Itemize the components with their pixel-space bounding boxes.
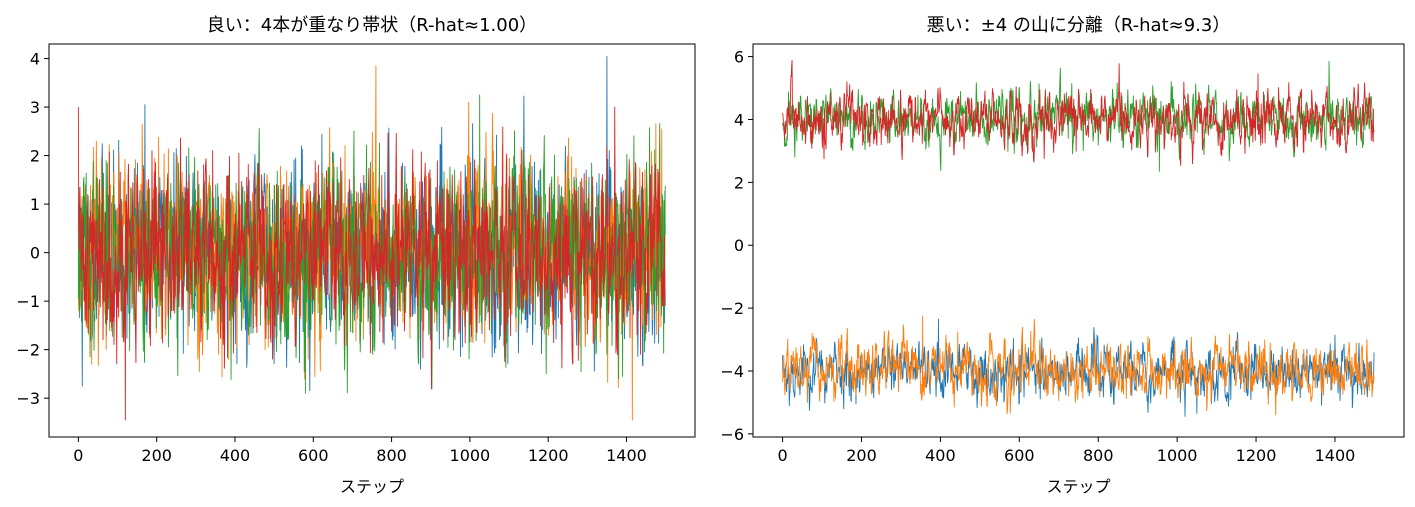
y-tick-label: 0 <box>30 244 40 263</box>
chart-title: 悪い：±4 の山に分離（R-hat≈9.3） <box>927 15 1231 36</box>
y-tick-label: 2 <box>734 173 744 192</box>
y-tick-label: 6 <box>734 48 744 67</box>
x-tick-label: 400 <box>925 446 956 465</box>
x-tick-label: 1000 <box>1157 446 1198 465</box>
y-tick-label: 0 <box>734 236 744 255</box>
x-tick-label: 400 <box>220 446 251 465</box>
x-tick-label: 1200 <box>1236 446 1277 465</box>
chart-panel-good: 0 200 400 600 800 1000 1200 1400 −3 −2 −1 0 1 2 3 4 良い：4… <box>16 15 696 496</box>
x-tick-label: 0 <box>73 446 83 465</box>
y-tick-label: −2 <box>720 299 744 318</box>
y-tick-label: −3 <box>16 389 40 408</box>
x-tick-label: 600 <box>298 446 329 465</box>
series-line-0 <box>782 318 1375 417</box>
y-tick-label: −1 <box>16 292 40 311</box>
x-tick-label: 1400 <box>606 446 647 465</box>
x-tick-label: 800 <box>376 446 407 465</box>
x-tick-label: 1400 <box>1315 446 1356 465</box>
plot-frame <box>752 43 1405 438</box>
series-group <box>77 56 666 421</box>
chart-panel-bad: 0 200 400 600 800 1000 1200 1400 −6 −4 −2 0 2 4 6 悪い：±4… <box>720 15 1405 496</box>
y-tick-label: −4 <box>720 362 744 381</box>
series-line-3 <box>77 106 666 421</box>
x-tick-label: 200 <box>141 446 172 465</box>
x-tick-label: 800 <box>1083 446 1114 465</box>
y-tick-label: −6 <box>720 425 744 444</box>
x-tick-label: 0 <box>777 446 787 465</box>
series-line-3 <box>782 59 1375 166</box>
x-tick-label: 1200 <box>528 446 569 465</box>
chart-title: 良い：4本が重なり帯状（R-hat≈1.00） <box>207 15 537 36</box>
x-tick-label: 200 <box>846 446 877 465</box>
y-tick-label: 2 <box>30 147 40 166</box>
series-group <box>782 59 1375 417</box>
x-axis-label: ステップ <box>1046 477 1110 496</box>
y-tick-label: 4 <box>30 50 40 69</box>
series-line-1 <box>782 315 1375 416</box>
x-axis-label: ステップ <box>340 477 404 496</box>
y-tick-label: −2 <box>16 341 40 360</box>
x-tick-label: 600 <box>1004 446 1035 465</box>
y-tick-label: 3 <box>30 98 40 117</box>
plot-frame <box>48 43 696 438</box>
y-tick-label: 4 <box>734 110 744 129</box>
x-tick-label: 1000 <box>450 446 491 465</box>
y-tick-label: 1 <box>30 195 40 214</box>
